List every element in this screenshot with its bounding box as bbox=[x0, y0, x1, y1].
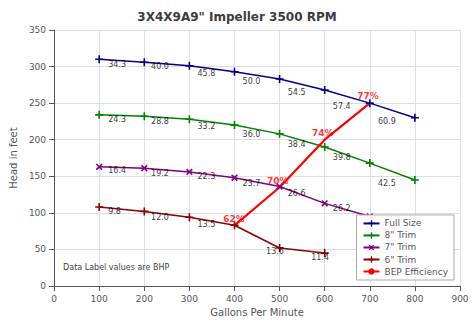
svg-text:Data Label values are BHP: Data Label values are BHP bbox=[63, 263, 169, 272]
svg-text:39.8: 39.8 bbox=[333, 153, 351, 162]
svg-text:24.3: 24.3 bbox=[108, 115, 126, 124]
svg-text:42.5: 42.5 bbox=[378, 179, 396, 188]
svg-text:77%: 77% bbox=[357, 91, 379, 101]
svg-text:22.3: 22.3 bbox=[198, 172, 216, 181]
svg-text:100: 100 bbox=[29, 208, 46, 218]
svg-text:8" Trim: 8" Trim bbox=[384, 230, 416, 240]
svg-text:Full Size: Full Size bbox=[384, 218, 421, 228]
svg-text:3X4X9A9" Impeller 3500 RPM: 3X4X9A9" Impeller 3500 RPM bbox=[137, 10, 336, 24]
svg-text:38.4: 38.4 bbox=[288, 140, 306, 149]
svg-text:9.8: 9.8 bbox=[108, 207, 121, 216]
svg-text:150: 150 bbox=[29, 171, 46, 181]
svg-text:50: 50 bbox=[35, 244, 47, 254]
svg-text:34.3: 34.3 bbox=[108, 60, 126, 69]
svg-text:300: 300 bbox=[181, 294, 198, 304]
svg-text:13.5: 13.5 bbox=[198, 220, 216, 229]
svg-text:200: 200 bbox=[29, 135, 46, 145]
svg-text:11.4: 11.4 bbox=[311, 253, 329, 262]
svg-text:26.6: 26.6 bbox=[288, 189, 306, 198]
svg-text:57.4: 57.4 bbox=[333, 102, 351, 111]
svg-text:Gallons Per Minute: Gallons Per Minute bbox=[210, 307, 304, 318]
svg-text:60.9: 60.9 bbox=[378, 117, 396, 126]
svg-text:62%: 62% bbox=[223, 214, 245, 224]
svg-text:200: 200 bbox=[136, 294, 153, 304]
svg-text:Head in feet: Head in feet bbox=[8, 127, 19, 188]
svg-text:74%: 74% bbox=[312, 128, 334, 138]
svg-text:BEP Efficiency: BEP Efficiency bbox=[384, 267, 448, 277]
svg-text:36.0: 36.0 bbox=[243, 130, 261, 139]
svg-text:0: 0 bbox=[40, 281, 46, 291]
svg-text:70%: 70% bbox=[267, 176, 289, 186]
svg-text:350: 350 bbox=[29, 25, 46, 35]
svg-text:12.0: 12.0 bbox=[151, 213, 169, 222]
svg-text:700: 700 bbox=[361, 294, 378, 304]
svg-text:600: 600 bbox=[316, 294, 333, 304]
svg-text:7" Trim: 7" Trim bbox=[384, 242, 416, 252]
svg-text:54.5: 54.5 bbox=[288, 88, 306, 97]
svg-text:900: 900 bbox=[451, 294, 468, 304]
svg-text:250: 250 bbox=[29, 98, 46, 108]
svg-text:0: 0 bbox=[51, 294, 57, 304]
svg-text:300: 300 bbox=[29, 62, 46, 72]
svg-text:26.2: 26.2 bbox=[333, 204, 351, 213]
svg-text:400: 400 bbox=[226, 294, 243, 304]
svg-text:19.2: 19.2 bbox=[151, 169, 169, 178]
svg-text:16.4: 16.4 bbox=[108, 166, 126, 175]
svg-text:45.8: 45.8 bbox=[198, 69, 216, 78]
svg-text:33.2: 33.2 bbox=[198, 122, 216, 131]
svg-text:100: 100 bbox=[91, 294, 108, 304]
svg-text:40.0: 40.0 bbox=[151, 62, 169, 71]
svg-text:800: 800 bbox=[406, 294, 423, 304]
svg-text:28.8: 28.8 bbox=[151, 117, 169, 126]
svg-text:23.7: 23.7 bbox=[243, 179, 261, 188]
svg-text:13.6: 13.6 bbox=[266, 247, 284, 256]
svg-text:500: 500 bbox=[271, 294, 288, 304]
svg-text:6" Trim: 6" Trim bbox=[384, 255, 416, 265]
svg-text:50.0: 50.0 bbox=[243, 77, 261, 86]
